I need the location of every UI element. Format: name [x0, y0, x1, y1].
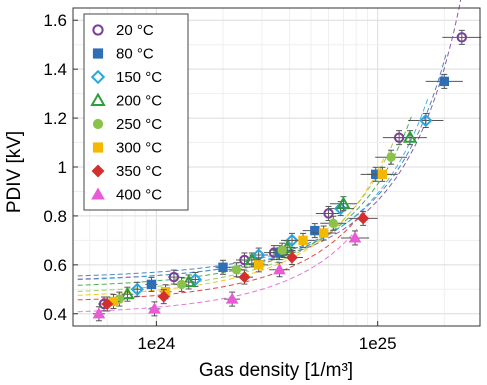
y-tick-label: 1: [58, 158, 67, 177]
markers-layer: [92, 29, 482, 322]
legend-marker: [91, 187, 105, 200]
y-tick-label: 1.4: [43, 60, 67, 79]
x-tick-label: 1e25: [359, 334, 397, 353]
legend-marker: [91, 164, 105, 178]
legend-marker: [92, 24, 104, 36]
y-axis-label: PDIV [kV]: [4, 131, 25, 213]
x-tick-label: 1e24: [137, 334, 175, 353]
legend-item: 150 °C: [90, 69, 162, 86]
data-point-series-2: [215, 259, 231, 275]
data-point-series-1: [167, 269, 180, 285]
legend-label: 300 °C: [116, 140, 162, 157]
legend-item: 350 °C: [91, 163, 162, 180]
legend-item: 250 °C: [92, 116, 162, 133]
legend-item: 200 °C: [90, 92, 162, 110]
y-tick-label: 0.8: [43, 207, 67, 226]
legend-item: 300 °C: [92, 140, 162, 157]
legend-marker: [90, 92, 106, 106]
fit-line-series-4: [77, 115, 413, 286]
data-point-series-8: [269, 262, 290, 278]
data-point-series-7: [281, 250, 303, 266]
legend: 20 °C 80 °C 150 °C 200 °C 250 °C 300 °C 350 °C…: [83, 13, 189, 211]
data-point-series-3: [130, 281, 144, 297]
fit-line-series-8: [77, 228, 358, 313]
legend-label: 200 °C: [116, 93, 162, 110]
legend-item: 400 °C: [91, 187, 162, 204]
data-point-series-4: [181, 274, 196, 290]
data-point-series-7: [235, 269, 254, 285]
data-point-series-7: [101, 296, 114, 312]
data-point-series-8: [224, 291, 241, 307]
data-point-series-2: [145, 276, 158, 292]
data-point-series-8: [92, 306, 106, 322]
legend-label: 350 °C: [116, 163, 162, 180]
legend-marker: [92, 48, 104, 59]
y-tick-label: 0.6: [43, 256, 67, 275]
data-point-series-4: [329, 196, 357, 212]
data-point-series-6: [107, 294, 120, 310]
data-point-series-5: [375, 149, 408, 165]
legend-marker: [92, 118, 104, 130]
data-point-series-4: [393, 130, 427, 146]
y-tick-label: 1.2: [43, 109, 67, 128]
axis-layer: 1e24 1e25 0.4 0.6 0.8 1 1.2 1.4 1.6: [43, 7, 481, 353]
data-point-series-6: [311, 225, 337, 241]
legend-marker: [92, 142, 104, 153]
legend-label: 400 °C: [116, 187, 162, 204]
legend-item: 80 °C: [92, 46, 154, 63]
legend-box: [83, 13, 189, 211]
data-point-series-2: [425, 73, 463, 89]
data-point-series-5: [175, 276, 188, 292]
data-point-series-8: [340, 230, 370, 246]
data-point-series-7: [348, 210, 378, 226]
y-tick-label: 1.6: [43, 11, 67, 30]
fit-line-series-3: [77, 98, 429, 281]
legend-marker: [90, 69, 106, 85]
y-tick-label: 0.4: [43, 305, 67, 324]
legend-label: 20 °C: [116, 22, 154, 39]
data-point-series-4: [242, 252, 261, 268]
fit-line-series-7: [77, 208, 366, 301]
data-point-series-1: [442, 29, 482, 45]
data-point-series-6: [366, 166, 398, 182]
legend-label: 80 °C: [116, 46, 154, 63]
data-point-series-8: [148, 301, 161, 317]
fit-line-series-5: [77, 142, 394, 292]
legend-item: 20 °C: [92, 22, 154, 39]
legend-label: 150 °C: [116, 69, 162, 86]
data-point-series-5: [320, 215, 347, 231]
data-point-series-4: [120, 286, 135, 302]
x-axis-label: Gas density [1/m³]: [199, 360, 353, 381]
data-point-series-3: [408, 113, 444, 129]
data-point-series-6: [291, 232, 315, 248]
data-point-series-6: [249, 257, 268, 273]
data-point-series-7: [157, 289, 170, 305]
legend-label: 250 °C: [116, 116, 162, 133]
